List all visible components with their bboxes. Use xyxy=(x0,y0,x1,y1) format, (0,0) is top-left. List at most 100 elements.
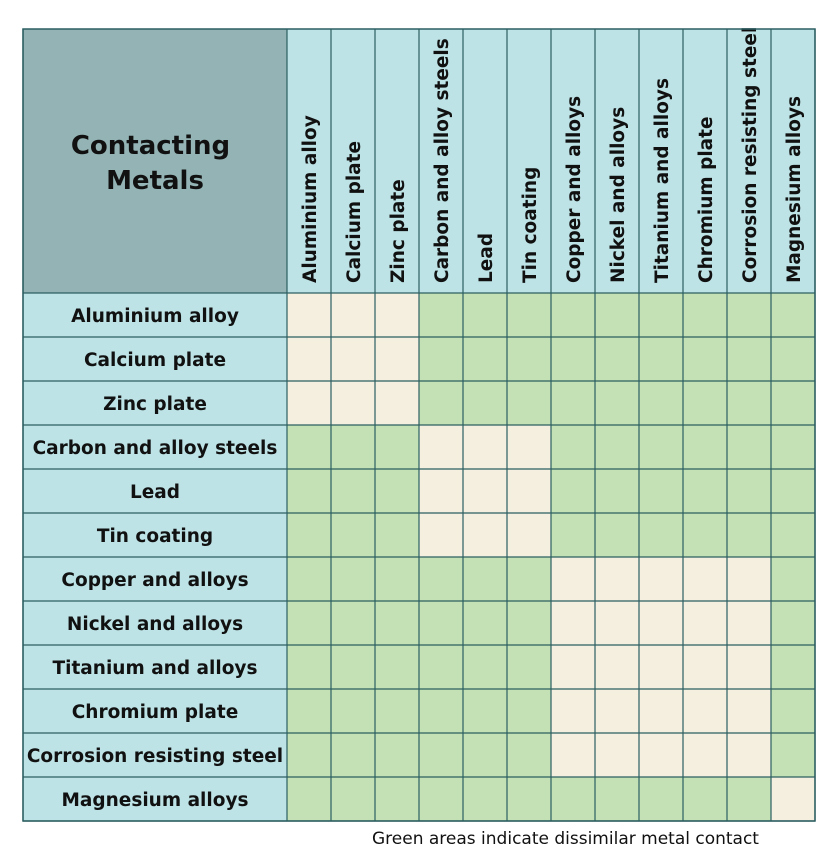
dissimilar-cell xyxy=(507,733,551,777)
dissimilar-cell xyxy=(639,425,683,469)
dissimilar-cell xyxy=(375,689,419,733)
dissimilar-cell xyxy=(463,293,507,337)
dissimilar-cell xyxy=(287,557,331,601)
compatible-cell xyxy=(727,645,771,689)
dissimilar-cell xyxy=(419,381,463,425)
row-header-cell xyxy=(23,381,287,425)
dissimilar-cell xyxy=(595,337,639,381)
row-header-cell xyxy=(23,337,287,381)
column-header-label: Titanium and alloys xyxy=(652,78,673,283)
dissimilar-cell xyxy=(375,645,419,689)
row-header-label: Chromium plate xyxy=(72,702,239,723)
compatible-cell xyxy=(375,381,419,425)
dissimilar-cell xyxy=(375,469,419,513)
dissimilar-cell xyxy=(463,337,507,381)
dissimilar-cell xyxy=(683,513,727,557)
compatible-cell xyxy=(287,293,331,337)
row-headers: Aluminium alloy Calcium plate Zinc plate Ca… xyxy=(23,293,287,821)
corner-header-cell xyxy=(23,29,287,293)
row-header-cell xyxy=(23,645,287,689)
column-header-cell xyxy=(595,29,639,293)
column-header-label: Corrosion resisting steel xyxy=(740,27,761,283)
compatible-cell xyxy=(727,689,771,733)
compatible-cell xyxy=(727,733,771,777)
corner-title-line: Contacting xyxy=(71,131,230,161)
compatible-cell xyxy=(463,425,507,469)
dissimilar-cell xyxy=(595,777,639,821)
column-header-cell xyxy=(551,29,595,293)
dissimilar-cell xyxy=(771,337,815,381)
row-header-label: Nickel and alloys xyxy=(67,614,243,635)
dissimilar-cell xyxy=(375,777,419,821)
column-header-cell xyxy=(287,29,331,293)
dissimilar-cell xyxy=(419,689,463,733)
dissimilar-cell xyxy=(419,777,463,821)
compatible-cell xyxy=(595,601,639,645)
dissimilar-cell xyxy=(463,381,507,425)
dissimilar-cell xyxy=(595,381,639,425)
compatible-cell xyxy=(287,381,331,425)
dissimilar-cell xyxy=(683,469,727,513)
dissimilar-cell xyxy=(331,777,375,821)
row-header-label: Zinc plate xyxy=(103,394,207,415)
dissimilar-cell xyxy=(551,777,595,821)
compatible-cell xyxy=(551,645,595,689)
row-header-label: Tin coating xyxy=(97,526,213,547)
dissimilar-cell xyxy=(683,381,727,425)
grid-lines xyxy=(22,28,816,822)
column-header-cell xyxy=(683,29,727,293)
dissimilar-cell xyxy=(331,689,375,733)
compatible-cell xyxy=(595,689,639,733)
dissimilar-cell xyxy=(287,689,331,733)
dissimilar-cell xyxy=(507,645,551,689)
dissimilar-cell xyxy=(507,557,551,601)
compatible-cell xyxy=(683,557,727,601)
dissimilar-cell xyxy=(419,557,463,601)
dissimilar-cell xyxy=(639,381,683,425)
row-header-cell xyxy=(23,513,287,557)
row-header-label: Calcium plate xyxy=(84,350,226,371)
dissimilar-cell xyxy=(771,425,815,469)
dissimilar-cell xyxy=(287,601,331,645)
dissimilar-cell xyxy=(507,293,551,337)
dissimilar-cell xyxy=(727,777,771,821)
dissimilar-cell xyxy=(551,337,595,381)
dissimilar-cell xyxy=(419,733,463,777)
row-header-label: Titanium and alloys xyxy=(53,658,258,679)
compatible-cell xyxy=(727,601,771,645)
column-header-cell xyxy=(771,29,815,293)
row-header-label: Lead xyxy=(130,482,180,503)
column-header-label: Zinc plate xyxy=(388,179,409,283)
row-header-cell xyxy=(23,689,287,733)
dissimilar-cell xyxy=(331,469,375,513)
compatible-cell xyxy=(595,645,639,689)
row-header-cell xyxy=(23,425,287,469)
compatible-cell xyxy=(331,293,375,337)
compatible-cell xyxy=(463,469,507,513)
dissimilar-cell xyxy=(507,337,551,381)
dissimilar-cell xyxy=(595,469,639,513)
dissimilar-cell xyxy=(287,469,331,513)
compatible-cell xyxy=(419,469,463,513)
dissimilar-cell xyxy=(771,469,815,513)
column-header-label: Calcium plate xyxy=(344,141,365,283)
dissimilar-cell xyxy=(683,293,727,337)
dissimilar-cell xyxy=(507,689,551,733)
compatible-cell xyxy=(331,381,375,425)
dissimilar-cell xyxy=(287,513,331,557)
dissimilar-cell xyxy=(639,777,683,821)
compatible-cell xyxy=(595,557,639,601)
dissimilar-cell xyxy=(771,557,815,601)
dissimilar-cell xyxy=(419,601,463,645)
corner-title: Contacting Metals xyxy=(71,131,239,196)
dissimilar-cell xyxy=(639,293,683,337)
compatible-cell xyxy=(551,557,595,601)
row-header-cell xyxy=(23,557,287,601)
column-header-cell xyxy=(727,29,771,293)
compatible-cell xyxy=(419,513,463,557)
compatible-cell xyxy=(507,469,551,513)
dissimilar-cell xyxy=(463,777,507,821)
compatible-cell xyxy=(771,777,815,821)
matrix-cells xyxy=(287,293,815,821)
